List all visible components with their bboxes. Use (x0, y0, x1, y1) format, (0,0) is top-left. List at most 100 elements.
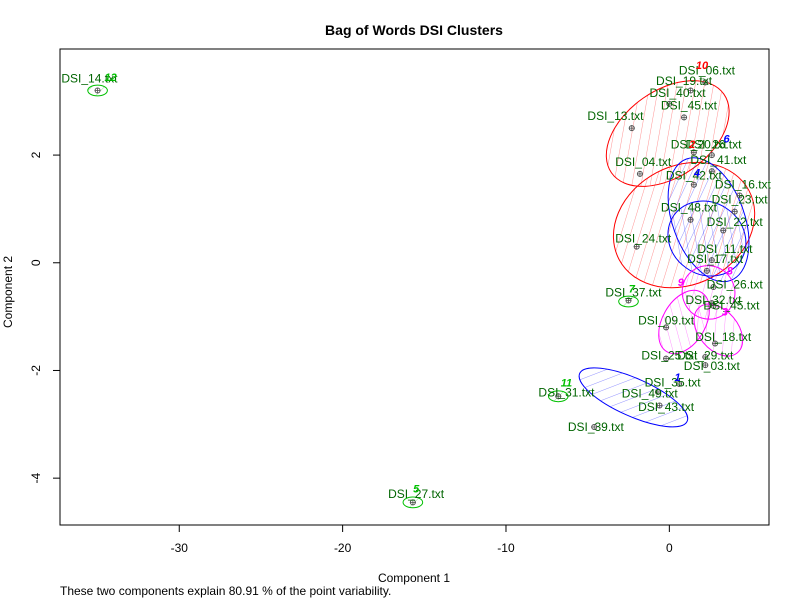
point-label: DSI_25.txt (641, 349, 698, 363)
data-point (94, 87, 101, 94)
data-point (702, 354, 709, 360)
cluster-ellipse (693, 303, 744, 357)
point-label: DSI_03.txt (684, 359, 741, 373)
x-tick-label: 0 (666, 541, 673, 555)
point-label: DSI_35.txt (645, 376, 702, 390)
point-label: DSI_13.txt (587, 109, 644, 123)
point-label: DSI_23.txt (712, 193, 769, 207)
point-label: DSI_19.txt (656, 74, 713, 88)
data-point (409, 499, 416, 506)
cluster-numbers: 10 2 6 4 8 9 3 1 7 11 12 5 (105, 60, 734, 496)
point-label: DSI_27.txt (388, 487, 445, 501)
cluster-number: 2 (688, 139, 695, 151)
x-tick-label: -30 (171, 541, 189, 555)
point-label: DSI_43.txt (638, 400, 695, 414)
data-point (681, 114, 688, 121)
data-point (690, 181, 697, 188)
data-point (702, 362, 709, 369)
data-point (720, 227, 727, 234)
point-label: DSI_31.txt (538, 385, 595, 399)
point-label: DSI_09.txt (638, 314, 695, 328)
y-tick-label: -4 (29, 472, 43, 483)
data-point (708, 168, 715, 175)
point-label: DSI_17.txt (687, 252, 744, 266)
y-tick-label: -2 (29, 365, 43, 376)
point-label: DSI_22.txt (707, 215, 764, 229)
data-point (708, 257, 715, 264)
data-point (712, 340, 719, 347)
data-point (687, 216, 694, 223)
point-label: DSI_32.txt (685, 293, 742, 307)
data-point (687, 87, 694, 94)
point-label: DSI_06.txt (679, 63, 736, 77)
data-point (708, 152, 715, 159)
cluster-ellipses (87, 80, 756, 509)
data-point (690, 149, 697, 156)
data-point (731, 208, 738, 215)
data-point (702, 79, 709, 86)
data-point (666, 100, 673, 107)
data-point (663, 324, 670, 331)
point-label: DSI_37.txt (605, 286, 662, 300)
point-label: DSI_41.txt (690, 153, 747, 167)
data-point (736, 192, 743, 199)
point-label: DSI_45.txt (661, 98, 718, 112)
cluster-ellipse (667, 200, 747, 277)
cluster-number: 12 (105, 72, 117, 84)
data-point (555, 393, 562, 400)
data-point (628, 125, 635, 132)
x-axis: -30 -20 -10 0 (171, 524, 673, 555)
cluster-number: 1 (674, 372, 680, 384)
x-axis-label: Component 1 (378, 571, 450, 585)
y-tick-label: 0 (29, 259, 43, 266)
point-label: DSI_29.txt (677, 349, 734, 363)
cluster-number: 7 (629, 283, 636, 295)
point-label: DSI_26.txt (685, 138, 742, 152)
point-labels: DSI_14.txt DSI_06.txtDSI_19.txtDSI_40.txt… (61, 63, 771, 501)
cluster-number: 5 (413, 484, 420, 496)
data-point (633, 243, 640, 250)
cluster-number: 3 (722, 307, 728, 319)
data-points (94, 79, 743, 506)
variability-note: These two components explain 80.91 % of … (60, 584, 391, 598)
data-point (710, 302, 717, 309)
cluster-number: 4 (693, 168, 700, 180)
point-label: DSI_49.txt (622, 386, 679, 400)
point-label: DSI_20.txt (671, 138, 728, 152)
data-point (654, 389, 661, 395)
cluster-ellipse (578, 367, 689, 428)
data-point (656, 402, 663, 409)
cluster-number: 10 (696, 60, 709, 72)
data-point (703, 267, 710, 274)
chart-title: Bag of Words DSI Clusters (325, 22, 503, 38)
x-tick-label: -20 (334, 541, 352, 555)
point-label: DSI_39.txt (568, 420, 625, 434)
point-label: DSI_45.txt (703, 299, 760, 313)
cluster-number: 6 (723, 134, 730, 146)
cluster-number: 8 (727, 266, 734, 278)
y-tick-label: 2 (29, 151, 43, 158)
y-axis: -4 -2 0 2 (29, 151, 61, 483)
point-label: DSI_48.txt (661, 201, 718, 215)
data-point (710, 284, 717, 290)
cluster-number: 9 (678, 277, 685, 289)
data-point (663, 355, 670, 362)
point-label: DSI_42.txt (666, 168, 723, 182)
data-point (636, 170, 643, 177)
point-label: DSI_14.txt (61, 71, 118, 85)
point-label: DSI_18.txt (695, 330, 752, 344)
data-point (625, 297, 632, 304)
x-tick-label: -10 (497, 541, 515, 555)
data-point (676, 380, 683, 387)
point-label: DSI_24.txt (615, 231, 672, 245)
y-axis-label: Component 2 (1, 256, 15, 328)
cluster-number: 11 (561, 378, 572, 390)
point-label: DSI_40.txt (650, 86, 707, 100)
data-point (591, 424, 598, 430)
point-label: DSI_26.txt (707, 278, 764, 292)
point-label: DSI_11.txt (697, 242, 753, 256)
point-label: DSI_16.txt (715, 177, 772, 191)
point-label: DSI_04.txt (615, 155, 672, 169)
